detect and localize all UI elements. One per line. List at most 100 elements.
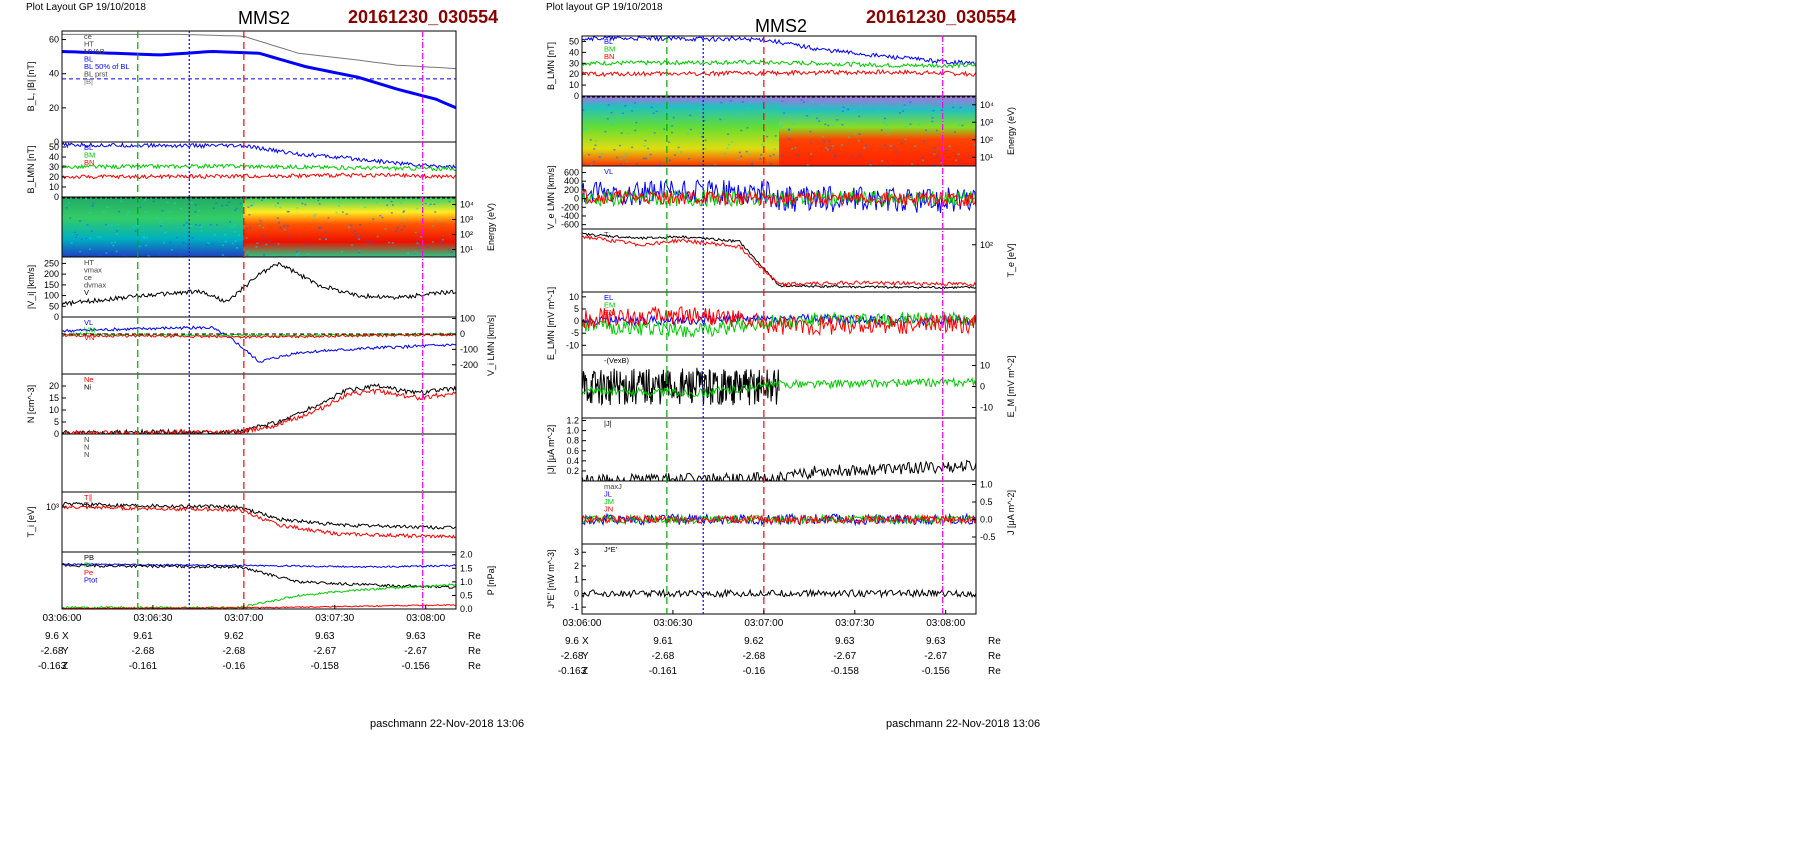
- spectrogram-speckle: [865, 144, 868, 147]
- y-axis-label: |J| [μA m^-2]: [546, 425, 556, 475]
- spectrogram-speckle: [903, 104, 906, 106]
- spectrogram-speckle: [79, 250, 82, 253]
- spectrogram-speckle: [736, 158, 739, 161]
- spectrogram-speckle: [414, 231, 417, 234]
- y-tick-label: 3: [574, 547, 579, 557]
- spectrogram-speckle: [375, 201, 378, 204]
- spectrogram-speckle: [135, 225, 138, 227]
- panel-EM: -10 0 10 E_M [mV m^-2] -(VexB): [581, 354, 1016, 419]
- spectrogram-speckle: [647, 157, 650, 159]
- spectrogram-speckle: [831, 124, 834, 126]
- spectrogram-speckle: [831, 145, 834, 147]
- series-JN: [582, 513, 976, 526]
- y-tick-label: -10: [566, 340, 579, 350]
- y-tick-label: 50: [49, 301, 59, 311]
- spectrogram-speckle: [358, 250, 361, 252]
- spectrogram-speckle: [631, 146, 634, 149]
- legend-entry: JN: [604, 505, 613, 514]
- legend-entry: Pe: [84, 568, 93, 577]
- spectrogram-speckle: [239, 202, 242, 205]
- y-tick-label: 10: [49, 182, 59, 192]
- spectrogram-speckle: [918, 123, 921, 126]
- spectrogram-speckle: [828, 140, 831, 143]
- panel-frame: [581, 417, 977, 482]
- spectrogram-speckle: [899, 112, 902, 114]
- y-tick-label: 20: [49, 381, 59, 391]
- spectrogram-speckle: [205, 243, 208, 246]
- spectrogram-speckle: [265, 243, 268, 246]
- spectrogram-speckle: [145, 236, 148, 239]
- position-value: 9.63: [835, 636, 855, 647]
- series-BM: [582, 59, 976, 69]
- y-tick-label: 20: [49, 172, 59, 182]
- spectrogram-speckle: [968, 155, 971, 158]
- spectrogram-speckle: [260, 199, 263, 201]
- spectrogram-speckle: [594, 140, 597, 142]
- position-value: -2.68: [742, 651, 765, 662]
- spectrogram-speckle: [789, 130, 792, 133]
- spectrogram-speckle: [629, 106, 632, 109]
- spectrogram-speckle: [86, 251, 89, 254]
- spectrogram-speckle: [599, 116, 602, 119]
- spectrogram-speckle: [152, 200, 155, 203]
- legend-entry: |B|: [84, 77, 93, 86]
- spectrogram-speckle: [672, 116, 675, 119]
- spectrogram-speckle: [132, 226, 135, 229]
- spectrogram-speckle: [110, 242, 113, 244]
- legend-entry: Ptot: [84, 576, 98, 585]
- spectrogram-speckle: [961, 124, 964, 127]
- spectrogram-speckle: [295, 255, 298, 257]
- spectrogram-speckle: [258, 224, 261, 227]
- spectrogram-speckle: [934, 147, 937, 150]
- spectrogram-speckle: [616, 156, 619, 159]
- spectrogram-speckle: [127, 211, 130, 213]
- y-tick-label: 200: [564, 185, 579, 195]
- spectrogram-speckle: [68, 253, 71, 255]
- spectrogram-speckle: [198, 224, 201, 227]
- spectrogram-speckle: [138, 245, 141, 248]
- series-Ni: [62, 383, 456, 434]
- spectrogram-speckle: [704, 147, 707, 150]
- spectrogram-speckle: [391, 204, 394, 206]
- y-tick-label: 200: [44, 269, 59, 279]
- spectrogram-speckle: [245, 197, 248, 200]
- spectrogram-speckle: [431, 241, 434, 243]
- y-tick-label: 0.2: [566, 466, 579, 476]
- spectrogram-speckle: [615, 164, 618, 166]
- y-tick-label: -1: [571, 602, 579, 612]
- panel-Espec_e: 10¹ 10² 10³ 10⁴ Energy (eV): [581, 95, 1016, 167]
- spectrogram-speckle: [652, 112, 655, 114]
- spectrogram-speckle: [973, 130, 976, 132]
- spectrogram-speckle: [286, 210, 289, 213]
- spectrogram-speckle: [228, 201, 231, 204]
- panel-Jmag: 0.20.40.60.81.01.2 |J| [μA m^-2] |J|: [546, 416, 977, 482]
- spectrogram-speckle: [759, 158, 762, 160]
- spectrogram-speckle: [716, 102, 719, 105]
- spectrogram-speckle: [155, 217, 158, 219]
- spectrogram-speckle: [809, 130, 812, 133]
- legend-entry: dvmax: [84, 281, 106, 290]
- spectrogram-speckle: [212, 207, 215, 210]
- y-tick-label: 0.4: [566, 456, 579, 466]
- spectrogram-speckle: [403, 210, 406, 212]
- spectrogram-speckle: [794, 147, 797, 149]
- series-VM: [62, 331, 456, 338]
- spectrogram-speckle: [627, 132, 630, 135]
- spectrogram-speckle: [894, 151, 897, 153]
- spectrogram-speckle: [746, 126, 749, 129]
- legend-entry: EN: [604, 308, 614, 317]
- position-value: -2.68: [652, 651, 675, 662]
- spectrogram-speckle: [764, 130, 767, 132]
- spectrogram-speckle: [255, 246, 258, 248]
- spectrogram-speckle: [420, 235, 423, 238]
- spectrogram-speckle: [74, 236, 77, 239]
- position-row-label: X: [62, 631, 69, 642]
- series-VL: [582, 179, 976, 214]
- spectrogram-speckle: [238, 234, 241, 237]
- series-T⊥: [62, 501, 456, 530]
- spectrogram-speckle: [272, 244, 275, 246]
- spectrogram-speckle: [723, 152, 726, 155]
- y-tick-label: 10⁴: [460, 200, 474, 210]
